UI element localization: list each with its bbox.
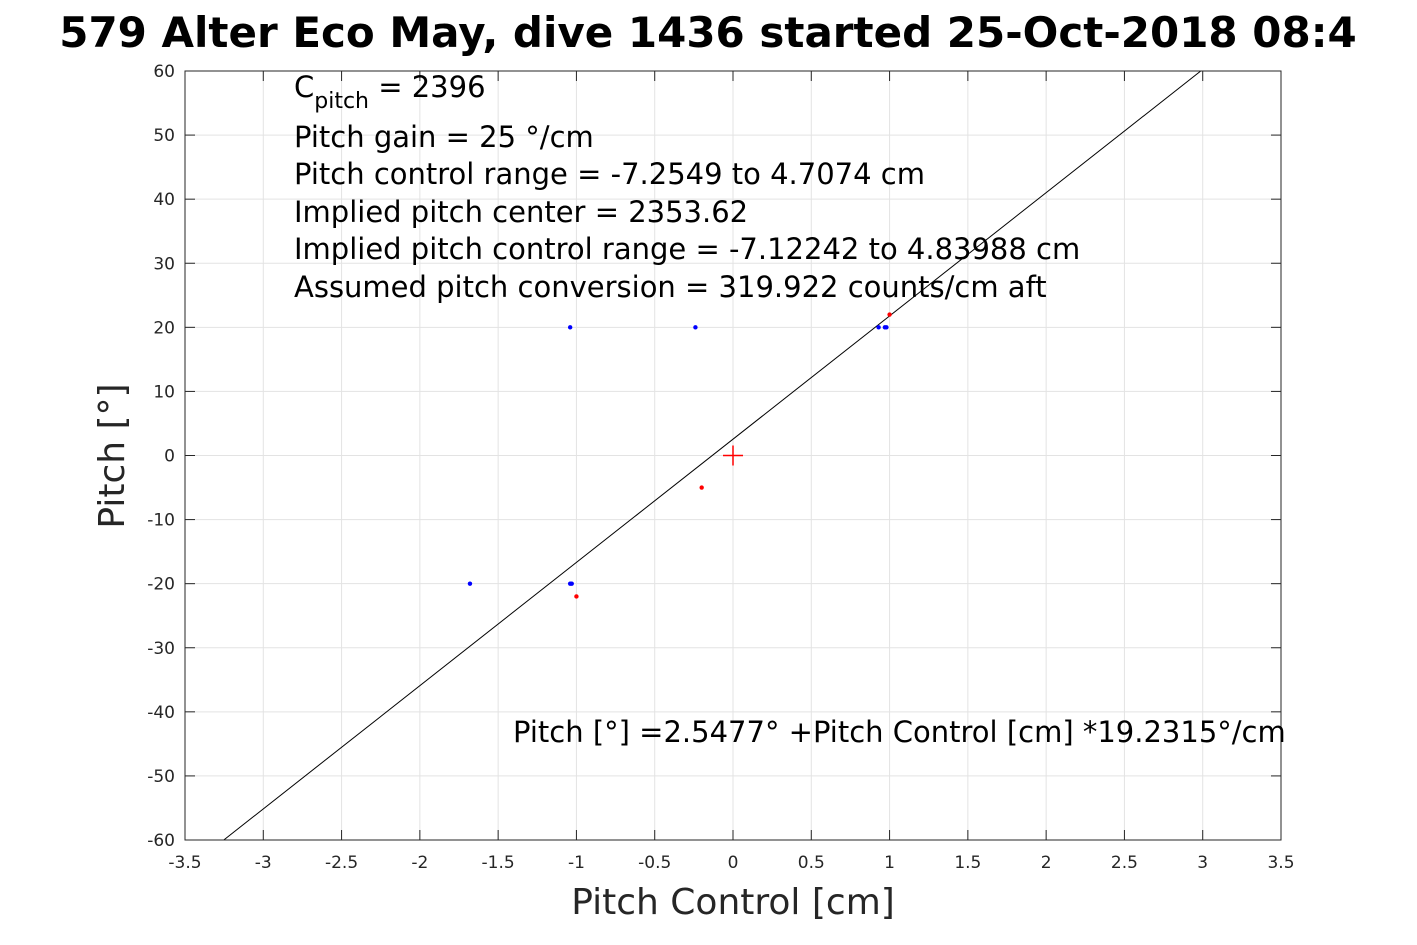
data-points <box>467 312 892 599</box>
y-tick-label: 40 <box>153 190 175 210</box>
x-tick-label: -3.5 <box>168 853 201 873</box>
fit-line-segment <box>223 70 1202 841</box>
x-tick-label: 3 <box>1197 853 1208 873</box>
x-tick-label: -1 <box>568 853 585 873</box>
cpitch-subscript: pitch <box>314 89 369 114</box>
x-tick-label: 0.5 <box>798 853 825 873</box>
implied-pitch-center-line: Implied pitch center = 2353.62 <box>294 195 748 229</box>
y-tick-label: 0 <box>164 447 175 467</box>
data-point <box>467 581 473 586</box>
y-tick-label: 50 <box>153 126 175 146</box>
x-tick-label: 2 <box>1041 853 1052 873</box>
fit-equation: Pitch [°] =2.5477° +Pitch Control [cm] *… <box>513 715 1286 749</box>
data-point <box>693 325 698 330</box>
data-point <box>884 325 889 330</box>
x-tick-label: -3 <box>255 853 272 873</box>
y-tick-label: -30 <box>147 639 175 659</box>
x-tick-label: -2.5 <box>325 853 358 873</box>
x-tick-label: 1.5 <box>954 853 981 873</box>
cpitch-line: Cpitch = 2396 <box>294 70 486 114</box>
data-point <box>876 325 881 330</box>
pitch-control-range-line: Pitch control range = -7.2549 to 4.7074 … <box>294 157 925 191</box>
x-tick-label: 3.5 <box>1267 853 1294 873</box>
cpitch-value: = 2396 <box>369 70 486 104</box>
x-axis-label: Pitch Control [cm] <box>571 882 895 923</box>
data-point <box>574 594 579 599</box>
plot-frame <box>184 70 1282 841</box>
pitch-gain-line: Pitch gain = 25 °/cm <box>294 120 594 154</box>
data-point <box>887 312 892 317</box>
y-tick-label: -20 <box>147 575 175 595</box>
implied-pitch-control-range-line: Implied pitch control range = -7.12242 t… <box>294 232 1080 266</box>
data-point <box>569 581 574 586</box>
data-point <box>699 485 704 490</box>
y-tick-label: -50 <box>147 767 175 787</box>
center-marker <box>723 445 743 466</box>
x-tick-label: 0 <box>728 853 739 873</box>
x-tick-label: -1.5 <box>482 853 515 873</box>
assumed-pitch-conversion-line: Assumed pitch conversion = 319.922 count… <box>294 270 1047 304</box>
annotation-block: Cpitch = 2396 Pitch gain = 25 °/cm Pitch… <box>294 70 1080 304</box>
cpitch-base: C <box>294 70 314 104</box>
x-tick-label: 1 <box>884 853 895 873</box>
fit-line <box>223 70 1202 841</box>
chart-title: 579 Alter Eco May, dive 1436 started 25-… <box>59 8 1357 57</box>
y-tick-label: -10 <box>147 511 175 531</box>
x-tick-label: -0.5 <box>638 853 671 873</box>
y-tick-label: 20 <box>153 318 175 338</box>
x-tick-label: -2 <box>411 853 428 873</box>
y-tick-label: -40 <box>147 703 175 723</box>
x-tick-label: 2.5 <box>1111 853 1138 873</box>
y-tick-label: 10 <box>153 382 175 402</box>
data-point <box>567 325 573 330</box>
y-tick-label: 60 <box>153 62 175 82</box>
y-tick-label: -60 <box>147 831 175 851</box>
x-axis-ticks: -3.5 -3 -2.5 -2 -1.5 -1 -0.5 0 0.5 1 1.5 2 2.5 3 3.5 <box>168 71 1295 873</box>
y-axis-ticks: -60 -50 -40 -30 -20 -10 0 10 20 30 40 50 60 <box>147 62 1281 851</box>
y-axis-label: Pitch [°] <box>92 383 133 528</box>
y-tick-label: 30 <box>153 254 175 274</box>
